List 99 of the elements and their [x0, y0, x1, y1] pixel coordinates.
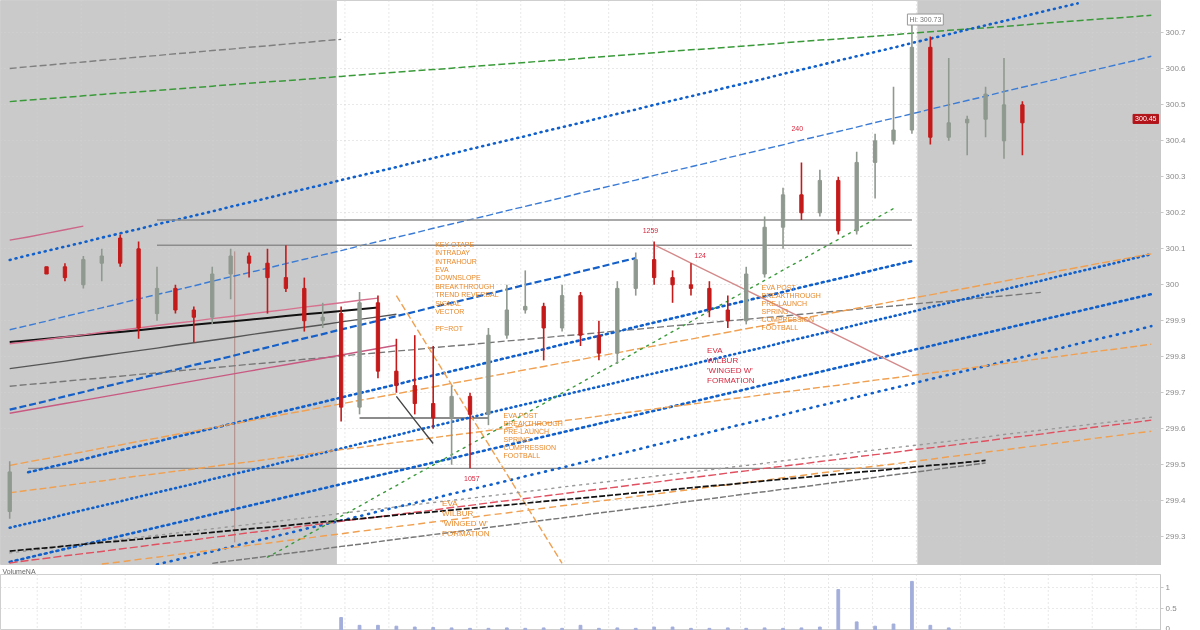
bar [744, 627, 749, 630]
candlestick [99, 248, 104, 282]
y-tick-label: 300.3 [1165, 172, 1187, 182]
y-tick-label: 0.5 [1165, 604, 1178, 614]
line-series [8, 292, 1153, 564]
candlestick [228, 248, 233, 300]
bar [817, 626, 822, 630]
bar [799, 627, 804, 630]
y-tick-label: 0 [1165, 623, 1171, 630]
bar [689, 627, 693, 630]
line-series [155, 324, 1153, 565]
candlestick [412, 334, 417, 416]
candlestick [965, 114, 970, 157]
candlestick [191, 305, 196, 344]
bar [431, 626, 436, 630]
bar [725, 627, 730, 630]
candlestick [596, 319, 602, 362]
bar [468, 627, 472, 630]
line-series [653, 244, 913, 373]
candlestick [246, 251, 252, 279]
candlestick [891, 86, 896, 146]
line-series [9, 297, 379, 345]
bar [633, 627, 638, 630]
line-series [8, 252, 1153, 530]
candlestick [707, 280, 712, 318]
bar [707, 627, 712, 630]
line-series [8, 257, 637, 411]
candlestick [946, 57, 951, 142]
bar [910, 580, 914, 630]
candlestick [265, 248, 270, 315]
line-series [8, 2, 1079, 262]
line-series [9, 225, 85, 241]
bar [781, 627, 785, 630]
candlestick [320, 301, 325, 329]
y-tick-label: 300.5 [1165, 100, 1187, 110]
bar [873, 625, 877, 630]
candlestick [1020, 100, 1025, 157]
bar [652, 626, 657, 630]
candlestick [523, 269, 528, 315]
annotation: EVA WILBUR 'WINGED W' FORMATION [707, 346, 755, 386]
bar [578, 624, 583, 630]
line-series [9, 344, 398, 414]
bar [357, 624, 362, 630]
bar [946, 627, 951, 630]
bar [928, 624, 933, 630]
line-series [9, 313, 398, 370]
candlestick [541, 301, 546, 362]
bar [541, 627, 546, 630]
bar [670, 626, 675, 630]
y-tick-label: 300 [1165, 280, 1180, 290]
candlestick [449, 384, 454, 466]
y-tick-label: 299.7 [1165, 388, 1187, 398]
bar [762, 627, 767, 630]
y-tick-label: 299.4 [1165, 496, 1187, 506]
candlestick [173, 284, 178, 315]
y-tick-label: 299.9 [1165, 316, 1187, 326]
y-tick-label: 1 [1165, 582, 1171, 592]
y-tick-label: 299.6 [1165, 424, 1187, 434]
line-series [9, 38, 342, 70]
bar [615, 627, 620, 630]
candlestick [431, 345, 436, 430]
line-series [8, 14, 1153, 103]
y-tick-label: 300.6 [1165, 64, 1187, 74]
bar [891, 623, 896, 630]
candlestick [725, 294, 730, 329]
y-tick-label: 299.8 [1165, 352, 1187, 362]
line-series [266, 207, 895, 558]
bar [339, 617, 344, 630]
candlestick [688, 262, 694, 297]
candlestick [394, 337, 399, 394]
y-tick-label: 299.3 [1165, 532, 1187, 542]
y-tick-label: 300.2 [1165, 208, 1187, 218]
y-tick-label: 300.4 [1165, 136, 1187, 146]
candlestick [283, 244, 289, 293]
bar [376, 624, 380, 630]
annotation: EVA WILBUR 'WINGED W' FORMATION [442, 498, 490, 538]
line-series [211, 462, 987, 565]
bar [836, 589, 841, 630]
bar [504, 627, 509, 630]
candlestick [651, 240, 657, 286]
y-tick-label: 299.5 [1165, 460, 1187, 470]
line-series [8, 306, 379, 344]
bar [597, 627, 601, 630]
bar [394, 625, 399, 630]
line-series [9, 291, 1042, 387]
bar [412, 626, 417, 630]
bar [854, 621, 859, 630]
line-series [26, 259, 914, 474]
candlestick [670, 269, 675, 304]
candlestick [799, 161, 804, 221]
bar [449, 627, 454, 630]
candlestick [467, 391, 473, 470]
bar [486, 627, 491, 630]
candlestick [872, 132, 878, 200]
bar [523, 627, 528, 630]
line-series [8, 459, 987, 552]
y-tick-label: 300.7 [1165, 28, 1187, 38]
y-tick-label: 300.1 [1165, 244, 1187, 254]
bar [560, 627, 564, 630]
